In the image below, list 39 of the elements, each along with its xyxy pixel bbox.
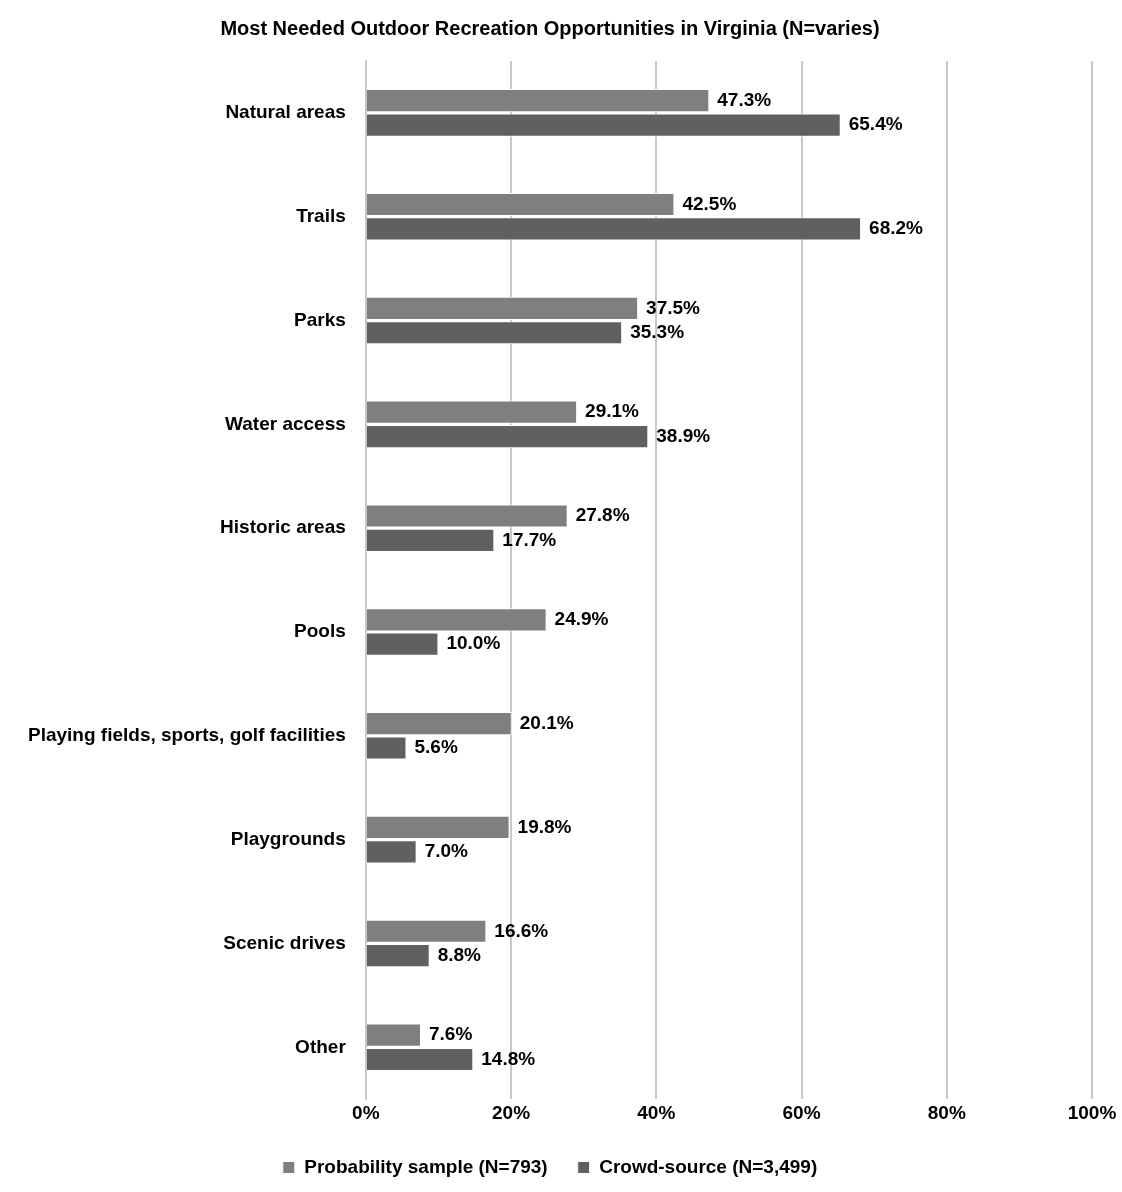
- y-tick-label: Trails: [296, 204, 346, 226]
- x-tick-label: 80%: [927, 1101, 966, 1123]
- data-label: 29.1%: [585, 400, 640, 422]
- x-tick-label: 60%: [782, 1101, 821, 1123]
- data-label: 65.4%: [848, 113, 903, 135]
- data-label: 7.0%: [424, 840, 469, 862]
- data-label: 5.6%: [414, 736, 458, 758]
- y-tick-label: Playing fields, sports, golf facilities: [28, 724, 346, 746]
- y-tick-label: Playgrounds: [230, 827, 346, 849]
- x-tick-label: 100%: [1067, 1101, 1117, 1123]
- x-tick-label: 0%: [352, 1101, 380, 1123]
- data-label: 10.0%: [446, 632, 501, 654]
- data-label: 37.5%: [646, 296, 701, 318]
- data-label: 20.1%: [519, 711, 574, 733]
- legend-label: Crowd-source (N=3,499): [599, 1155, 818, 1177]
- data-label: 17.7%: [502, 528, 557, 550]
- chart-title: Most Needed Outdoor Recreation Opportunities in Virginia (N=varies): [220, 16, 880, 39]
- data-label: 24.9%: [554, 608, 609, 630]
- data-label: 14.8%: [481, 1047, 536, 1069]
- data-label: 38.9%: [656, 424, 711, 446]
- data-label: 19.8%: [517, 815, 572, 837]
- data-label: 68.2%: [869, 217, 924, 239]
- y-tick-label: Historic areas: [220, 516, 346, 538]
- data-label: 16.6%: [494, 919, 549, 941]
- y-tick-label: Natural areas: [225, 101, 346, 123]
- y-tick-label: Pools: [294, 620, 346, 642]
- y-tick-label: Parks: [294, 308, 346, 330]
- legend-label: Probability sample (N=793): [304, 1155, 548, 1177]
- y-tick-label: Scenic drives: [223, 931, 346, 953]
- data-label: 27.8%: [575, 504, 630, 526]
- data-label: 42.5%: [682, 192, 737, 214]
- data-label: 35.3%: [630, 320, 685, 342]
- x-tick-label: 20%: [492, 1101, 531, 1123]
- data-label: 7.6%: [428, 1023, 473, 1045]
- y-tick-label: Other: [295, 1035, 347, 1057]
- data-label: 8.8%: [437, 943, 482, 965]
- y-tick-label: Water access: [225, 412, 346, 434]
- x-tick-label: 40%: [637, 1101, 676, 1123]
- data-label: 47.3%: [717, 88, 772, 110]
